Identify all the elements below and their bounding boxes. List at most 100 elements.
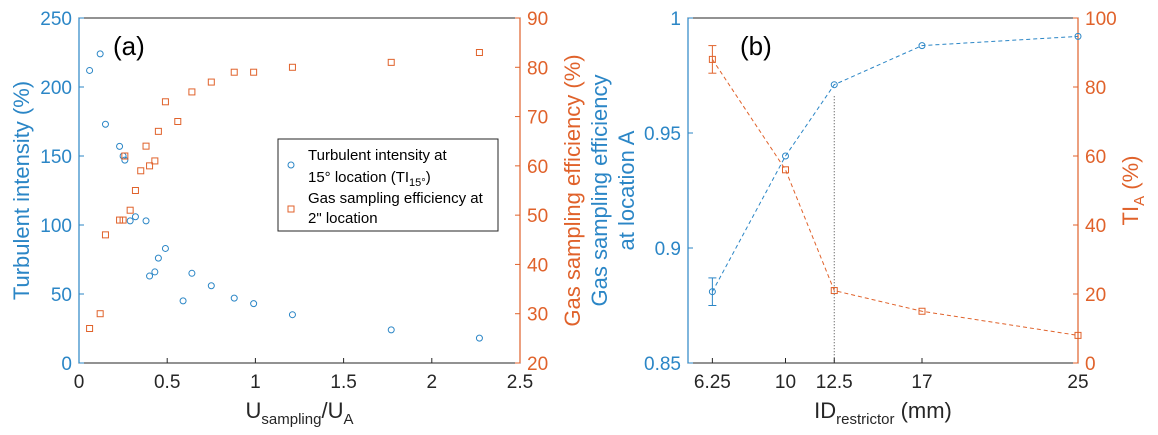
right-tick-label: 30 xyxy=(527,305,548,326)
ti-data-point xyxy=(121,156,129,164)
panel-a-right-axis-label: Gas sampling efficiency (%) xyxy=(560,54,585,326)
right-tick-label: 90 xyxy=(527,9,548,30)
efficiency-data-point xyxy=(137,167,145,175)
left-tick-label: 100 xyxy=(40,216,72,237)
right-tick-label: 40 xyxy=(1085,216,1106,237)
right-tick-label: 80 xyxy=(1085,78,1106,99)
x-tick-label: 12.5 xyxy=(816,372,853,393)
right-label-main: TI xyxy=(1118,206,1143,226)
x-tick-label: 0.5 xyxy=(154,372,180,393)
efficiency-data-point xyxy=(101,231,109,239)
legend-entry-2-line-2: 2" location xyxy=(308,210,378,227)
left-tick-label: 0.85 xyxy=(644,354,681,375)
ti-data-point xyxy=(1074,331,1082,339)
x-tick-label: 1 xyxy=(250,372,261,393)
efficiency-data-point xyxy=(154,127,162,135)
left-tick-label: 200 xyxy=(40,78,72,99)
efficiency-data-point xyxy=(116,216,124,224)
efficiency-data-point xyxy=(126,206,134,214)
efficiency-data-point xyxy=(387,58,395,66)
legend-entry-1-line-2a: 15° location (TI xyxy=(308,169,409,186)
ti-data-point xyxy=(250,300,258,308)
efficiency-data-point xyxy=(250,68,258,76)
legend-entry-1-line-1: Turbulent intensity at xyxy=(308,147,448,164)
ti-data-point xyxy=(918,307,926,315)
legend-entry-1-line-2b: ) xyxy=(426,169,431,186)
right-tick-label: 50 xyxy=(527,206,548,227)
left-axis-label-line-2: at location A xyxy=(614,130,639,250)
ti-data-point xyxy=(230,294,238,302)
efficiency-data-point xyxy=(174,118,182,125)
left-tick-label: 0.9 xyxy=(655,239,681,260)
efficiency-data-point xyxy=(708,288,716,296)
ti-data-point xyxy=(86,66,94,74)
ti-data-point xyxy=(387,326,395,334)
panel-a-right-ticks: 20 30 40 50 60 70 80 90 xyxy=(515,9,548,375)
right-tick-label: 100 xyxy=(1085,9,1117,30)
panel-b-x-axis-label: IDrestrictor (mm) xyxy=(814,398,952,428)
ti-data-point xyxy=(131,213,139,221)
panel-a-x-ticks: 0 0.5 1 1.5 2 2.5 xyxy=(74,358,533,393)
ti-data-point xyxy=(96,50,104,58)
x-tick-label: 2.5 xyxy=(507,372,533,393)
efficiency-data-point xyxy=(207,78,215,86)
ti-data-point xyxy=(154,254,162,262)
panel-a: 0 0.5 1 1.5 2 2.5 0 50 100 150 200 250 20 30 40 50 60 7… xyxy=(9,9,585,428)
right-tick-label: 80 xyxy=(527,58,548,79)
efficiency-data-point xyxy=(161,98,169,106)
ti-data-point xyxy=(116,142,124,150)
left-tick-label: 0 xyxy=(61,354,72,375)
x-tick-label: 10 xyxy=(775,372,796,393)
legend-entry-1-sub: 15° xyxy=(409,177,426,189)
efficiency-data-point xyxy=(151,157,159,165)
efficiency-data-point xyxy=(96,310,104,318)
ti-data-point xyxy=(207,282,215,290)
panel-b-right-ticks: 0 20 40 60 80 100 xyxy=(1073,9,1117,375)
panel-b-x-ticks: 6.25 10 12.5 17 25 xyxy=(694,358,1089,393)
right-tick-label: 40 xyxy=(527,255,548,276)
right-tick-label: 20 xyxy=(1085,285,1106,306)
x-tick-label: 25 xyxy=(1067,372,1088,393)
ti-data-point xyxy=(146,272,154,280)
ti-data-point xyxy=(101,120,109,128)
efficiency-data-point xyxy=(188,88,196,96)
right-tick-label: 60 xyxy=(527,157,548,178)
x-tick-label: 2 xyxy=(427,372,438,393)
legend-box xyxy=(277,138,499,232)
ti-data-point xyxy=(708,55,716,63)
x-tick-label: 1.5 xyxy=(330,372,356,393)
efficiency-data-point xyxy=(86,325,94,332)
panel-b-right-axis-label: TIA (%) xyxy=(1118,156,1148,226)
right-tick-label: 0 xyxy=(1085,354,1096,375)
efficiency-data-point xyxy=(131,187,139,194)
legend-square-marker xyxy=(287,205,295,213)
efficiency-data-point xyxy=(1074,32,1082,40)
left-tick-label: 1 xyxy=(670,9,681,30)
panel-a-x-axis-label: Usampling/UA xyxy=(246,398,354,428)
panel-b-label: (b) xyxy=(740,31,772,61)
efficiency-data-point xyxy=(142,142,150,150)
right-tick-label: 20 xyxy=(527,354,548,375)
x-label-main: U xyxy=(246,398,262,423)
ti-data-point xyxy=(142,217,150,225)
ti-data-point xyxy=(475,334,483,342)
right-label-sub: A xyxy=(1131,196,1148,206)
efficiency-data-point xyxy=(288,63,296,71)
left-tick-label: 150 xyxy=(40,147,72,168)
left-tick-label: 250 xyxy=(40,9,72,30)
ti-data-point xyxy=(288,311,296,319)
x-label-sub1: sampling xyxy=(261,411,321,428)
x-label-sub2: A xyxy=(343,411,353,428)
ti-data-point xyxy=(151,268,159,276)
legend-circle-marker xyxy=(287,161,295,169)
left-tick-label: 50 xyxy=(51,285,72,306)
ti-data-point xyxy=(179,297,187,305)
legend-entry-1-line-2: 15° location (TI15°) xyxy=(308,169,431,189)
panel-a-left-axis-label: Turbulent intensity (%) xyxy=(9,81,34,300)
x-tick-label: 17 xyxy=(911,372,932,393)
ti-data-point xyxy=(126,217,134,225)
efficiency-data-point xyxy=(475,49,483,56)
right-tick-label: 70 xyxy=(527,108,548,129)
ti-data-point xyxy=(161,244,169,252)
